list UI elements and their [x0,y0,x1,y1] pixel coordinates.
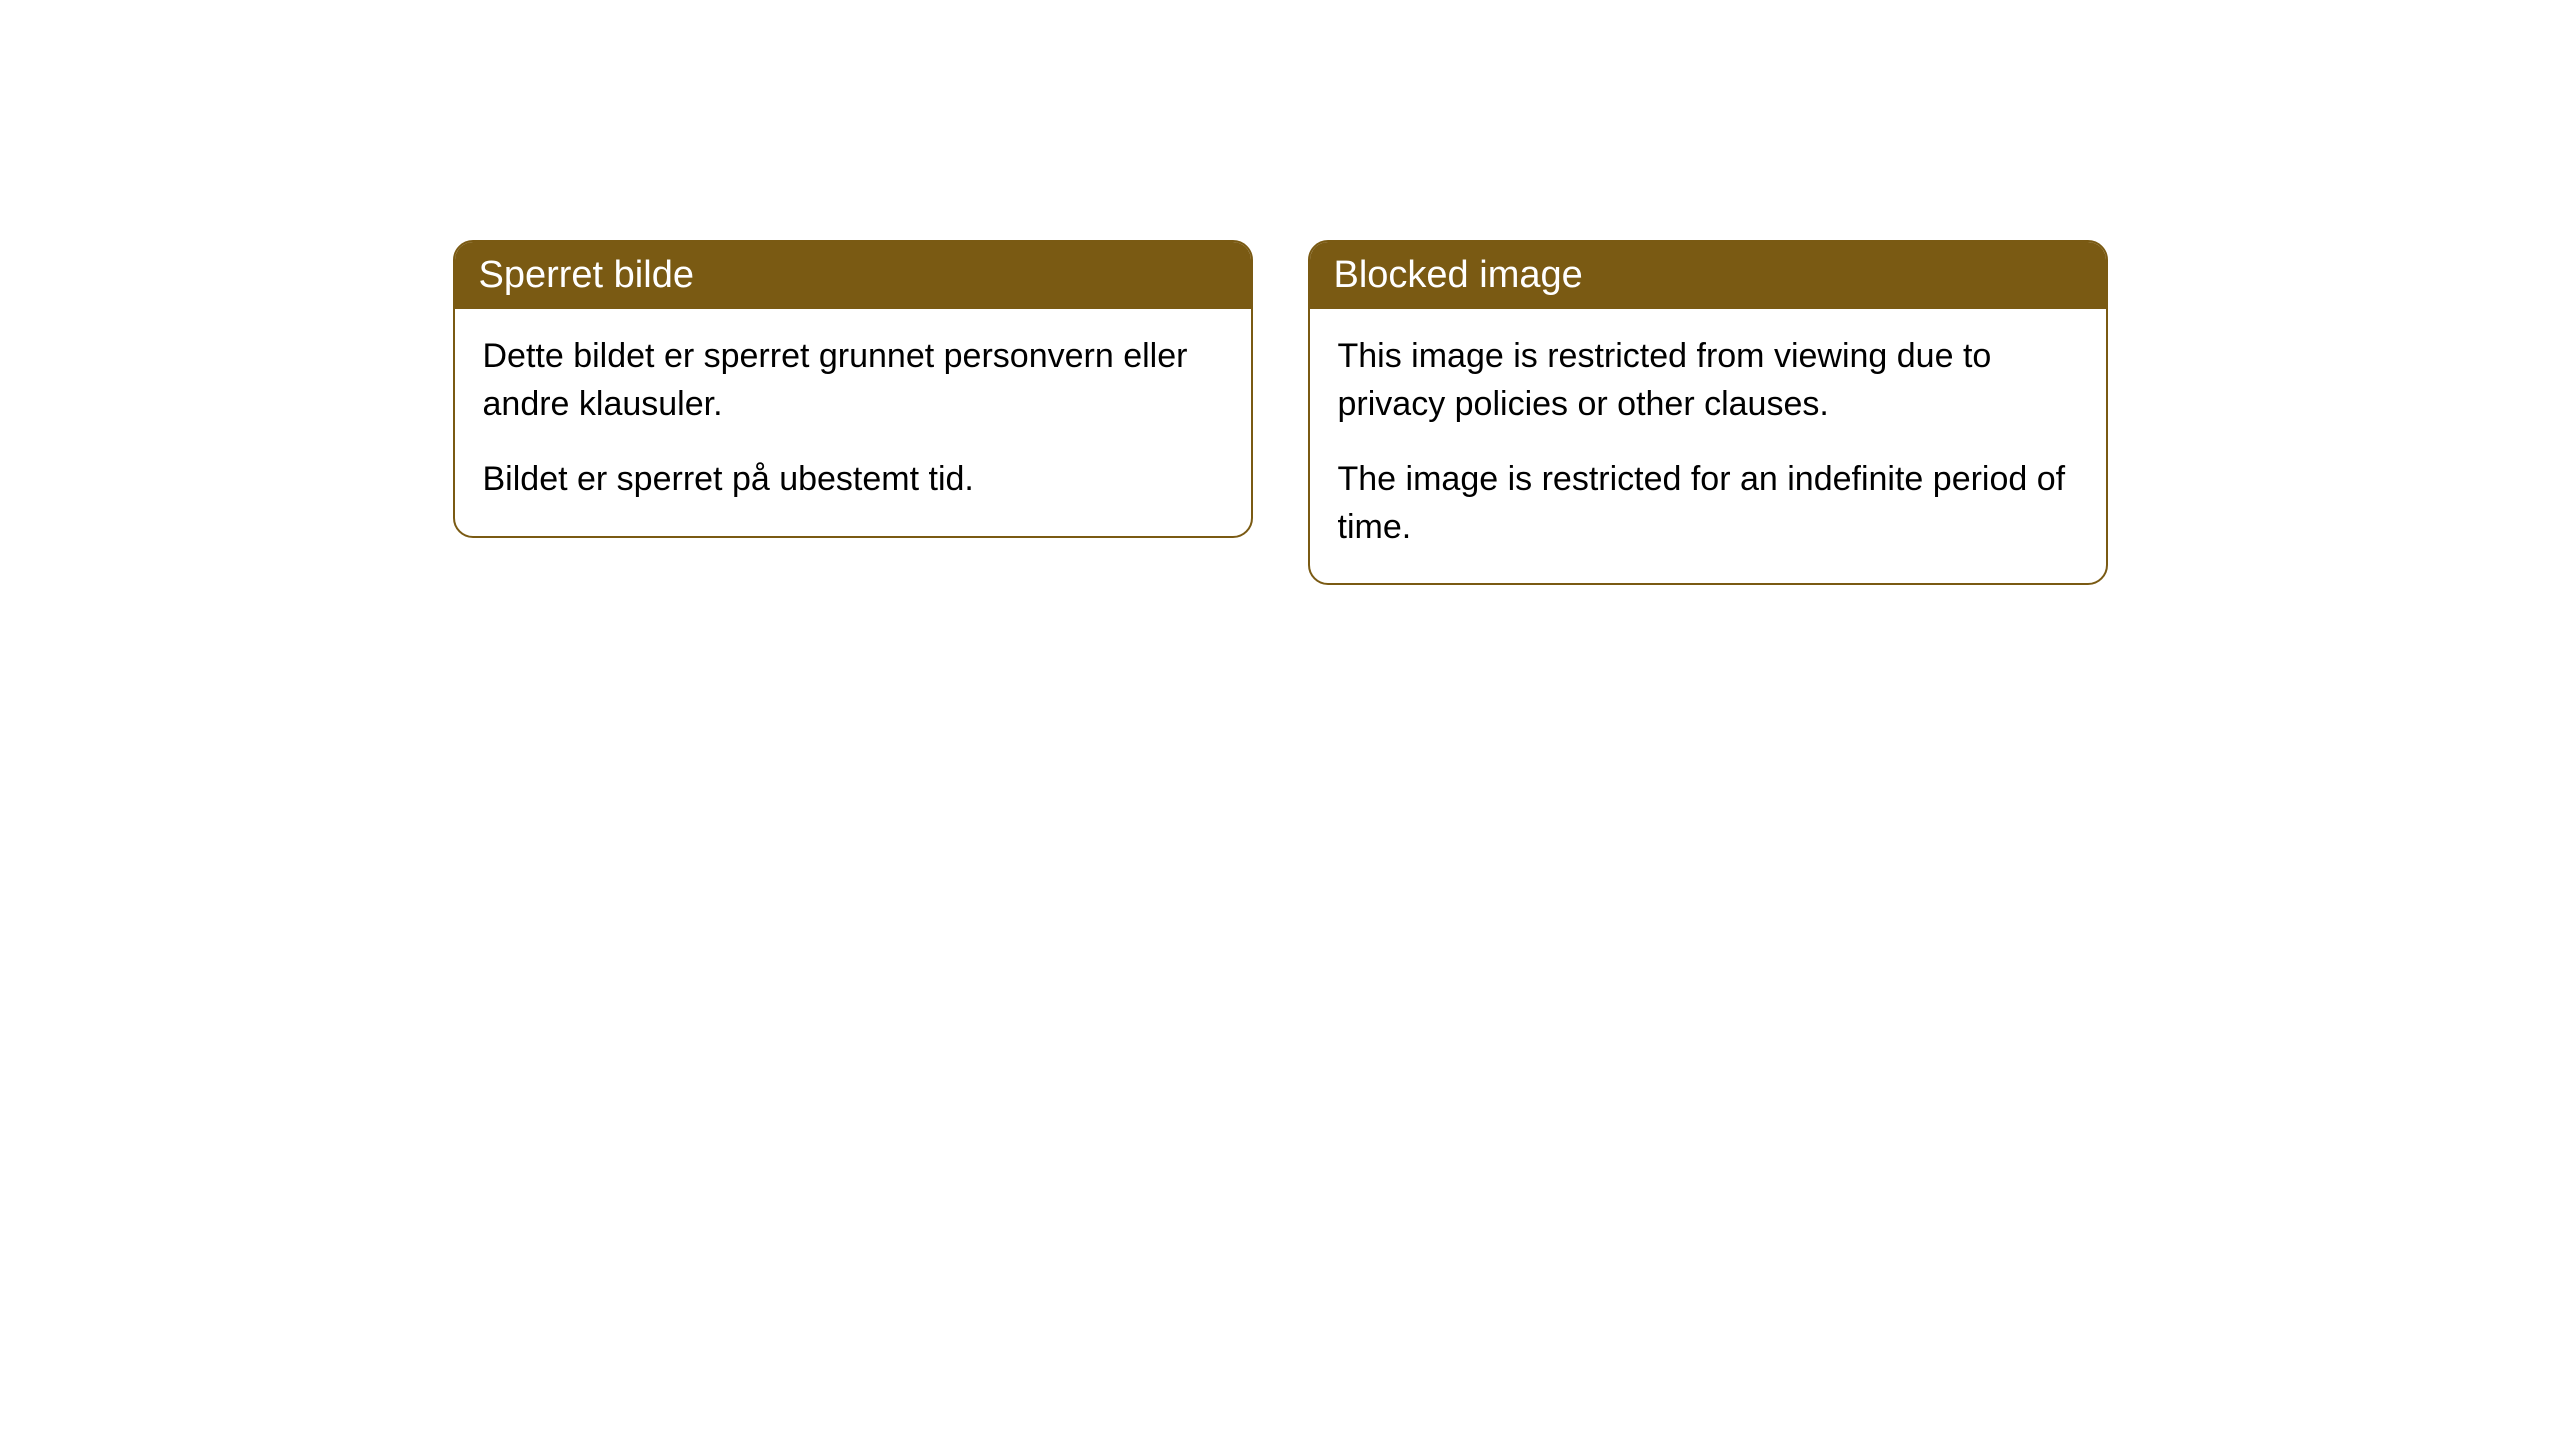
card-paragraph-2-norwegian: Bildet er sperret på ubestemt tid. [483,456,1223,504]
blocked-image-card-norwegian: Sperret bilde Dette bildet er sperret gr… [453,240,1253,538]
card-title-english: Blocked image [1334,254,1583,296]
card-body-english: This image is restricted from viewing du… [1310,309,2106,583]
card-paragraph-1-norwegian: Dette bildet er sperret grunnet personve… [483,333,1223,428]
card-paragraph-2-english: The image is restricted for an indefinit… [1338,456,2078,551]
notice-container: Sperret bilde Dette bildet er sperret gr… [453,240,2108,1440]
card-paragraph-1-english: This image is restricted from viewing du… [1338,333,2078,428]
card-body-norwegian: Dette bildet er sperret grunnet personve… [455,309,1251,536]
card-header-english: Blocked image [1310,242,2106,309]
card-title-norwegian: Sperret bilde [479,254,694,296]
card-header-norwegian: Sperret bilde [455,242,1251,309]
blocked-image-card-english: Blocked image This image is restricted f… [1308,240,2108,585]
